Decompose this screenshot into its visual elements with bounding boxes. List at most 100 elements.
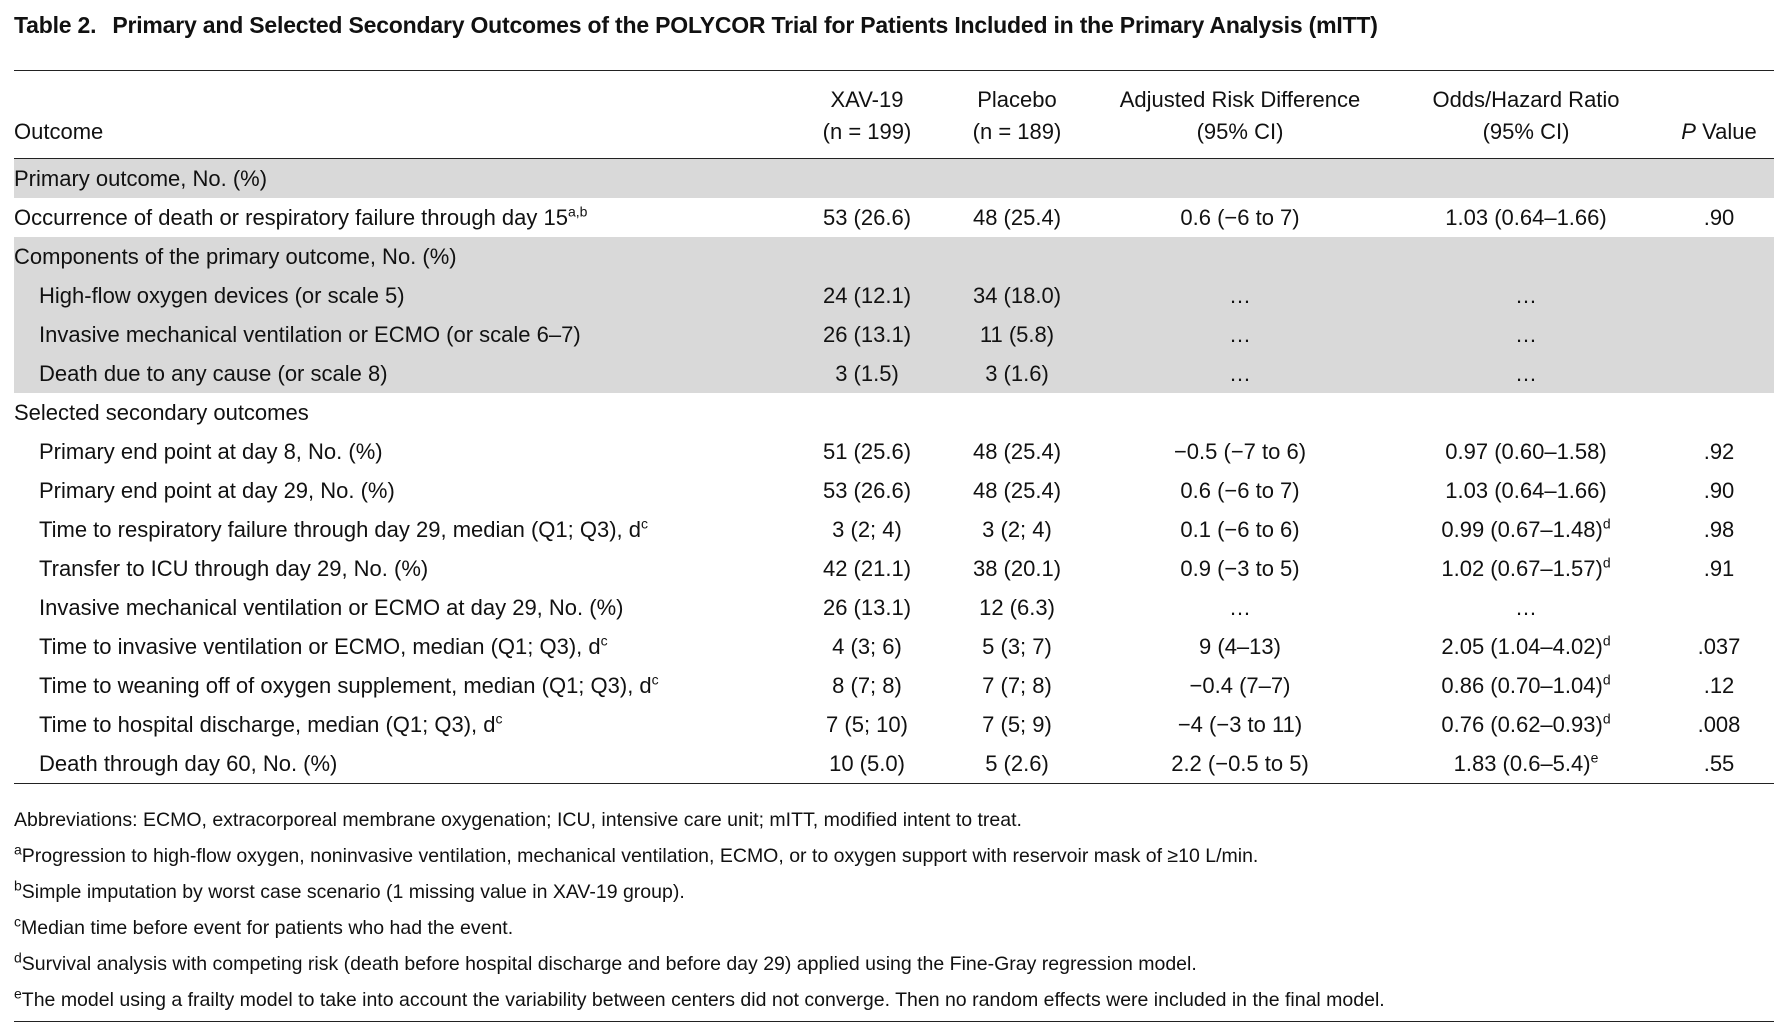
- outcome-cell: Primary end point at day 8, No. (%): [39, 438, 383, 464]
- outcome-cell: Selected secondary outcomes: [14, 399, 309, 425]
- footnote-c: cMedian time before event for patients w…: [14, 913, 514, 940]
- bottom-rule: [14, 1021, 1774, 1022]
- ratio-cell: 1.02 (0.67–1.57)d: [1441, 554, 1611, 581]
- placebo-cell: 48 (25.4): [972, 477, 1062, 503]
- outcome-cell: Primary end point at day 29, No. (%): [39, 477, 395, 503]
- table-row: Transfer to ICU through day 29, No. (%) 4…: [14, 549, 1774, 588]
- ratio-cell: 0.86 (0.70–1.04)d: [1441, 671, 1611, 698]
- table-row: Primary end point at day 8, No. (%) 51 (2…: [14, 432, 1774, 471]
- table-row: Time to respiratory failure through day …: [14, 510, 1774, 549]
- table-row: High-flow oxygen devices (or scale 5) 24 …: [14, 276, 1774, 315]
- ratio-cell: …: [1388, 315, 1664, 354]
- placebo-cell: 12 (6.3): [979, 594, 1055, 620]
- risk-difference-cell: 0.6 (−6 to 7): [1180, 204, 1300, 230]
- outcome-cell: Invasive mechanical ventilation or ECMO …: [14, 315, 792, 354]
- p-value-cell: .037: [1697, 633, 1741, 659]
- risk-difference-cell: [1092, 393, 1388, 432]
- header-adjusted-risk-difference: Adjusted Risk Difference (95% CI): [1119, 87, 1361, 144]
- p-value-cell: .55: [1703, 750, 1735, 776]
- placebo-cell: 5 (2.6): [985, 750, 1049, 776]
- xav-cell: 53 (26.6): [822, 204, 912, 230]
- xav-cell: [792, 393, 942, 432]
- xav-cell: 26 (13.1): [792, 315, 942, 354]
- header-xav: XAV-19 (n = 199): [822, 87, 912, 144]
- outcome-cell: Time to respiratory failure through day …: [39, 515, 649, 542]
- p-value-cell: .90: [1703, 477, 1735, 503]
- outcome-cell: Transfer to ICU through day 29, No. (%): [39, 555, 429, 581]
- top-rule: [14, 70, 1774, 71]
- xav-cell: 3 (1.5): [792, 354, 942, 393]
- footnote-a: aProgression to high-flow oxygen, noninv…: [14, 841, 1259, 868]
- risk-difference-cell: −4 (−3 to 11): [1177, 711, 1303, 737]
- table-row: Occurrence of death or respiratory failu…: [14, 198, 1774, 237]
- ratio-cell: [1388, 237, 1664, 276]
- xav-cell: 8 (7; 8): [832, 672, 902, 698]
- placebo-cell: 7 (5; 9): [982, 711, 1052, 737]
- placebo-cell: 3 (2; 4): [982, 516, 1052, 542]
- ratio-cell: 1.03 (0.64–1.66): [1445, 204, 1607, 230]
- p-value-cell: [1664, 315, 1774, 354]
- outcome-cell: Time to hospital discharge, median (Q1; …: [39, 710, 503, 737]
- p-value-cell: .12: [1703, 672, 1735, 698]
- placebo-cell: 11 (5.8): [942, 315, 1092, 354]
- risk-difference-cell: …: [1092, 315, 1388, 354]
- footnote-abbreviations: Abbreviations: ECMO, extracorporeal memb…: [14, 809, 1022, 831]
- header-outcome: Outcome: [14, 119, 104, 144]
- xav-cell: 10 (5.0): [829, 750, 905, 776]
- xav-cell: 42 (21.1): [822, 555, 912, 581]
- outcomes-table: Outcome XAV-19 (n = 199) Placebo (n = 189)…: [14, 84, 1774, 784]
- xav-cell: 26 (13.1): [822, 594, 912, 620]
- p-value-cell: [1664, 393, 1774, 432]
- risk-difference-cell: 0.9 (−3 to 5): [1180, 555, 1300, 581]
- ratio-cell: …: [1515, 594, 1537, 620]
- header-placebo: Placebo (n = 189): [972, 87, 1062, 144]
- xav-cell: 53 (26.6): [822, 477, 912, 503]
- xav-cell: 24 (12.1): [792, 276, 942, 315]
- xav-cell: 4 (3; 6): [832, 633, 902, 659]
- placebo-cell: 7 (7; 8): [982, 672, 1052, 698]
- ratio-cell: [1388, 393, 1664, 432]
- table-row: Death due to any cause (or scale 8) 3 (1.…: [14, 354, 1774, 393]
- ratio-cell: 1.83 (0.6–5.4)e: [1453, 749, 1599, 776]
- outcome-cell: Components of the primary outcome, No. (…: [14, 237, 792, 276]
- p-value-cell: [1664, 158, 1774, 198]
- ratio-cell: 0.76 (0.62–0.93)d: [1441, 710, 1611, 737]
- table-caption: Primary and Selected Secondary Outcomes …: [112, 12, 1378, 38]
- p-value-cell: .008: [1697, 711, 1741, 737]
- outcome-cell: Occurrence of death or respiratory failu…: [14, 203, 588, 230]
- outcome-cell: Invasive mechanical ventilation or ECMO …: [39, 594, 624, 620]
- outcome-cell: Death through day 60, No. (%): [39, 750, 338, 776]
- p-value-cell: [1664, 354, 1774, 393]
- risk-difference-cell: [1092, 237, 1388, 276]
- ratio-cell: 0.99 (0.67–1.48)d: [1441, 515, 1611, 542]
- xav-cell: [792, 158, 942, 198]
- placebo-cell: 38 (20.1): [972, 555, 1062, 581]
- p-value-cell: .92: [1703, 438, 1735, 464]
- ratio-cell: 2.05 (1.04–4.02)d: [1441, 632, 1611, 659]
- header-p-value: P Value: [1681, 119, 1757, 144]
- p-value-cell: .90: [1703, 204, 1735, 230]
- outcome-cell: Death due to any cause (or scale 8): [14, 354, 792, 393]
- placebo-cell: 48 (25.4): [972, 204, 1062, 230]
- table-row: Primary end point at day 29, No. (%) 53 (…: [14, 471, 1774, 510]
- risk-difference-cell: 0.6 (−6 to 7): [1180, 477, 1300, 503]
- risk-difference-cell: 0.1 (−6 to 6): [1180, 516, 1300, 542]
- risk-difference-cell: 2.2 (−0.5 to 5): [1171, 750, 1309, 776]
- xav-cell: 51 (25.6): [822, 438, 912, 464]
- p-value-cell: [1664, 237, 1774, 276]
- footnote-d: dSurvival analysis with competing risk (…: [14, 949, 1197, 976]
- risk-difference-cell: 9 (4–13): [1199, 633, 1281, 659]
- header-odds-hazard-ratio: Odds/Hazard Ratio (95% CI): [1432, 87, 1620, 144]
- p-value-cell: .98: [1703, 516, 1735, 542]
- footnotes: Abbreviations: ECMO, extracorporeal memb…: [14, 802, 1774, 1018]
- risk-difference-cell: −0.4 (7–7): [1189, 672, 1291, 698]
- placebo-cell: 3 (1.6): [942, 354, 1092, 393]
- placebo-cell: 48 (25.4): [972, 438, 1062, 464]
- placebo-cell: 5 (3; 7): [982, 633, 1052, 659]
- ratio-cell: 0.97 (0.60–1.58): [1445, 438, 1607, 464]
- section-row: Components of the primary outcome, No. (…: [14, 237, 1774, 276]
- p-value-cell: [1664, 588, 1774, 627]
- table-row: Invasive mechanical ventilation or ECMO …: [14, 588, 1774, 627]
- outcome-cell: High-flow oxygen devices (or scale 5): [14, 276, 792, 315]
- ratio-cell: …: [1388, 276, 1664, 315]
